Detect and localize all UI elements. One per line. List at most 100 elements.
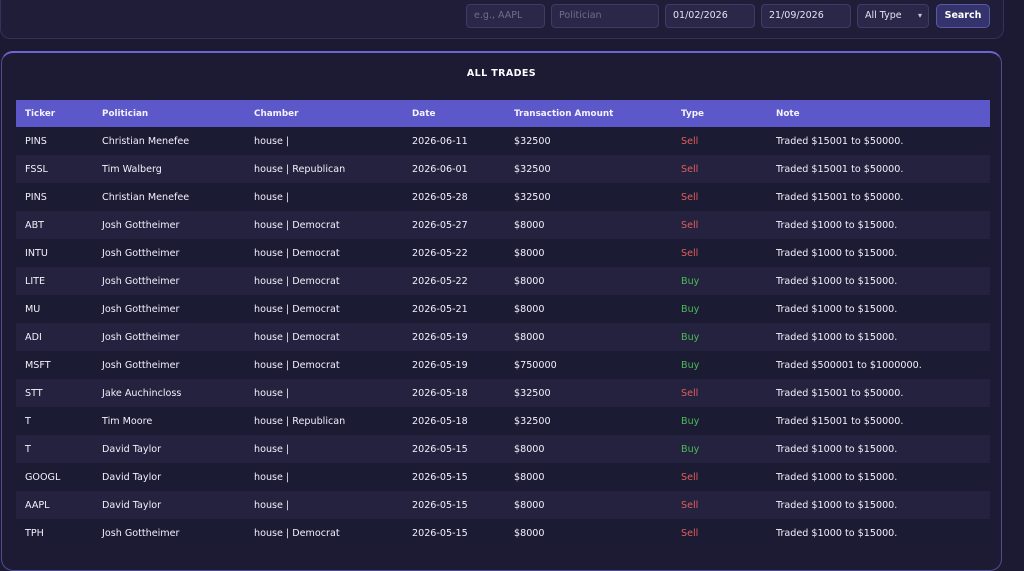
col-header-amount[interactable]: Transaction Amount — [514, 108, 614, 119]
cell-type: Sell — [681, 247, 699, 259]
cell-ticker: INTU — [25, 247, 48, 259]
cell-amount: $8000 — [514, 247, 545, 259]
cell-politician: Josh Gottheimer — [102, 247, 180, 259]
cell-type: Sell — [681, 387, 699, 399]
cell-type: Sell — [681, 135, 699, 147]
table-row[interactable]: ABT Josh Gottheimer house | Democrat 2026-0… — [16, 211, 990, 239]
cell-amount: $32500 — [514, 415, 551, 427]
cell-amount: $32500 — [514, 387, 551, 399]
cell-type: Sell — [681, 219, 699, 231]
cell-note: Traded $1000 to $15000. — [776, 443, 898, 455]
cell-ticker: TPH — [25, 527, 44, 539]
col-header-ticker[interactable]: Ticker — [25, 108, 56, 119]
cell-ticker: FSSL — [25, 163, 48, 175]
col-header-note[interactable]: Note — [776, 108, 800, 119]
cell-ticker: T — [25, 415, 31, 427]
cell-note: Traded $15001 to $50000. — [776, 387, 904, 399]
cell-date: 2026-05-21 — [412, 303, 468, 315]
card-title: ALL TRADES — [466, 68, 537, 79]
table-row[interactable]: LITE Josh Gottheimer house | Democrat 2026-… — [16, 267, 990, 295]
cell-date: 2026-05-18 — [412, 415, 468, 427]
cell-type: Sell — [681, 163, 699, 175]
cell-amount: $8000 — [514, 443, 545, 455]
table-row[interactable]: FSSL Tim Walberg house | Republican 2026-06… — [16, 155, 990, 183]
cell-politician: Christian Menefee — [102, 191, 190, 203]
politician-input[interactable]: Politician — [551, 4, 659, 28]
cell-type: Sell — [681, 191, 699, 203]
table-row[interactable]: T Tim Moore house | Republican 2026-05-18 $3… — [16, 407, 990, 435]
cell-note: Traded $1000 to $15000. — [776, 275, 898, 287]
cell-type: Buy — [681, 303, 700, 315]
cell-ticker: T — [25, 443, 31, 455]
type-select-value: All Type — [865, 10, 902, 21]
cell-ticker: GOOGL — [25, 471, 61, 483]
cell-date: 2026-05-19 — [412, 331, 468, 343]
cell-note: Traded $1000 to $15000. — [776, 471, 898, 483]
date-to-input[interactable]: 21/09/2026 — [761, 4, 851, 28]
cell-politician: Josh Gottheimer — [102, 219, 180, 231]
cell-type: Buy — [681, 415, 700, 427]
cell-chamber: house | Democrat — [254, 275, 340, 287]
cell-ticker: PINS — [25, 191, 47, 203]
cell-chamber: house | — [254, 135, 290, 147]
col-header-type[interactable]: Type — [681, 108, 704, 119]
search-button[interactable]: Search — [936, 4, 990, 28]
table-row[interactable]: GOOGL David Taylor house | 2026-05-15 $8000 S… — [16, 463, 990, 491]
cell-ticker: LITE — [25, 275, 46, 287]
trades-table: Ticker Politician Chamber Date Transacti… — [16, 100, 990, 547]
type-select[interactable]: All Type ▾ — [857, 4, 929, 28]
table-row[interactable]: AAPL David Taylor house | 2026-05-15 $8000 Se… — [16, 491, 990, 519]
cell-amount: $8000 — [514, 219, 545, 231]
cell-note: Traded $1000 to $15000. — [776, 499, 898, 511]
col-header-politician[interactable]: Politician — [102, 108, 149, 119]
cell-ticker: MU — [25, 303, 41, 315]
cell-amount: $32500 — [514, 163, 551, 175]
cell-note: Traded $15001 to $50000. — [776, 135, 904, 147]
table-row[interactable]: TPH Josh Gottheimer house | Democrat 2026-0… — [16, 519, 990, 547]
cell-type: Sell — [681, 471, 699, 483]
table-row[interactable]: MSFT Josh Gottheimer house | Democrat 2026-… — [16, 351, 990, 379]
cell-ticker: MSFT — [25, 359, 51, 371]
cell-politician: David Taylor — [102, 499, 162, 511]
cell-date: 2026-06-11 — [412, 135, 468, 147]
ticker-input[interactable]: e.g., AAPL — [466, 4, 545, 28]
cell-chamber: house | Democrat — [254, 331, 340, 343]
cell-type: Sell — [681, 527, 699, 539]
cell-amount: $8000 — [514, 275, 545, 287]
table-row[interactable]: T David Taylor house | 2026-05-15 $8000 Buy Tr… — [16, 435, 990, 463]
cell-politician: David Taylor — [102, 443, 162, 455]
col-header-date[interactable]: Date — [412, 108, 436, 119]
cell-date: 2026-05-15 — [412, 443, 468, 455]
cell-chamber: house | — [254, 191, 290, 203]
table-row[interactable]: PINS Christian Menefee house | 2026-06-11 $3… — [16, 127, 990, 155]
filter-bar: e.g., AAPL Politician 01/02/2026 21/09/2… — [0, 4, 1024, 30]
cell-type: Buy — [681, 359, 700, 371]
table-row[interactable]: PINS Christian Menefee house | 2026-05-28 $3… — [16, 183, 990, 211]
cell-ticker: ABT — [25, 219, 45, 231]
cell-amount: $8000 — [514, 471, 545, 483]
cell-type: Buy — [681, 443, 700, 455]
table-row[interactable]: ADI Josh Gottheimer house | Democrat 2026-0… — [16, 323, 990, 351]
cell-politician: Josh Gottheimer — [102, 275, 180, 287]
date-from-input[interactable]: 01/02/2026 — [665, 4, 755, 28]
cell-politician: Tim Moore — [102, 415, 153, 427]
cell-note: Traded $500001 to $1000000. — [776, 359, 922, 371]
cell-chamber: house | Democrat — [254, 527, 340, 539]
cell-note: Traded $1000 to $15000. — [776, 303, 898, 315]
table-body: PINS Christian Menefee house | 2026-06-11 $3… — [16, 127, 990, 547]
cell-date: 2026-05-15 — [412, 527, 468, 539]
table-row[interactable]: MU Josh Gottheimer house | Democrat 2026-05… — [16, 295, 990, 323]
cell-politician: Josh Gottheimer — [102, 303, 180, 315]
table-row[interactable]: STT Jake Auchincloss house | 2026-05-18 $325… — [16, 379, 990, 407]
cell-politician: David Taylor — [102, 471, 162, 483]
cell-amount: $32500 — [514, 135, 551, 147]
table-row[interactable]: INTU Josh Gottheimer house | Democrat 2026-… — [16, 239, 990, 267]
cell-chamber: house | Democrat — [254, 219, 340, 231]
cell-ticker: STT — [25, 387, 43, 399]
cell-ticker: PINS — [25, 135, 47, 147]
cell-note: Traded $1000 to $15000. — [776, 247, 898, 259]
col-header-chamber[interactable]: Chamber — [254, 108, 299, 119]
cell-chamber: house | — [254, 471, 290, 483]
cell-politician: Christian Menefee — [102, 135, 190, 147]
cell-date: 2026-05-28 — [412, 191, 468, 203]
